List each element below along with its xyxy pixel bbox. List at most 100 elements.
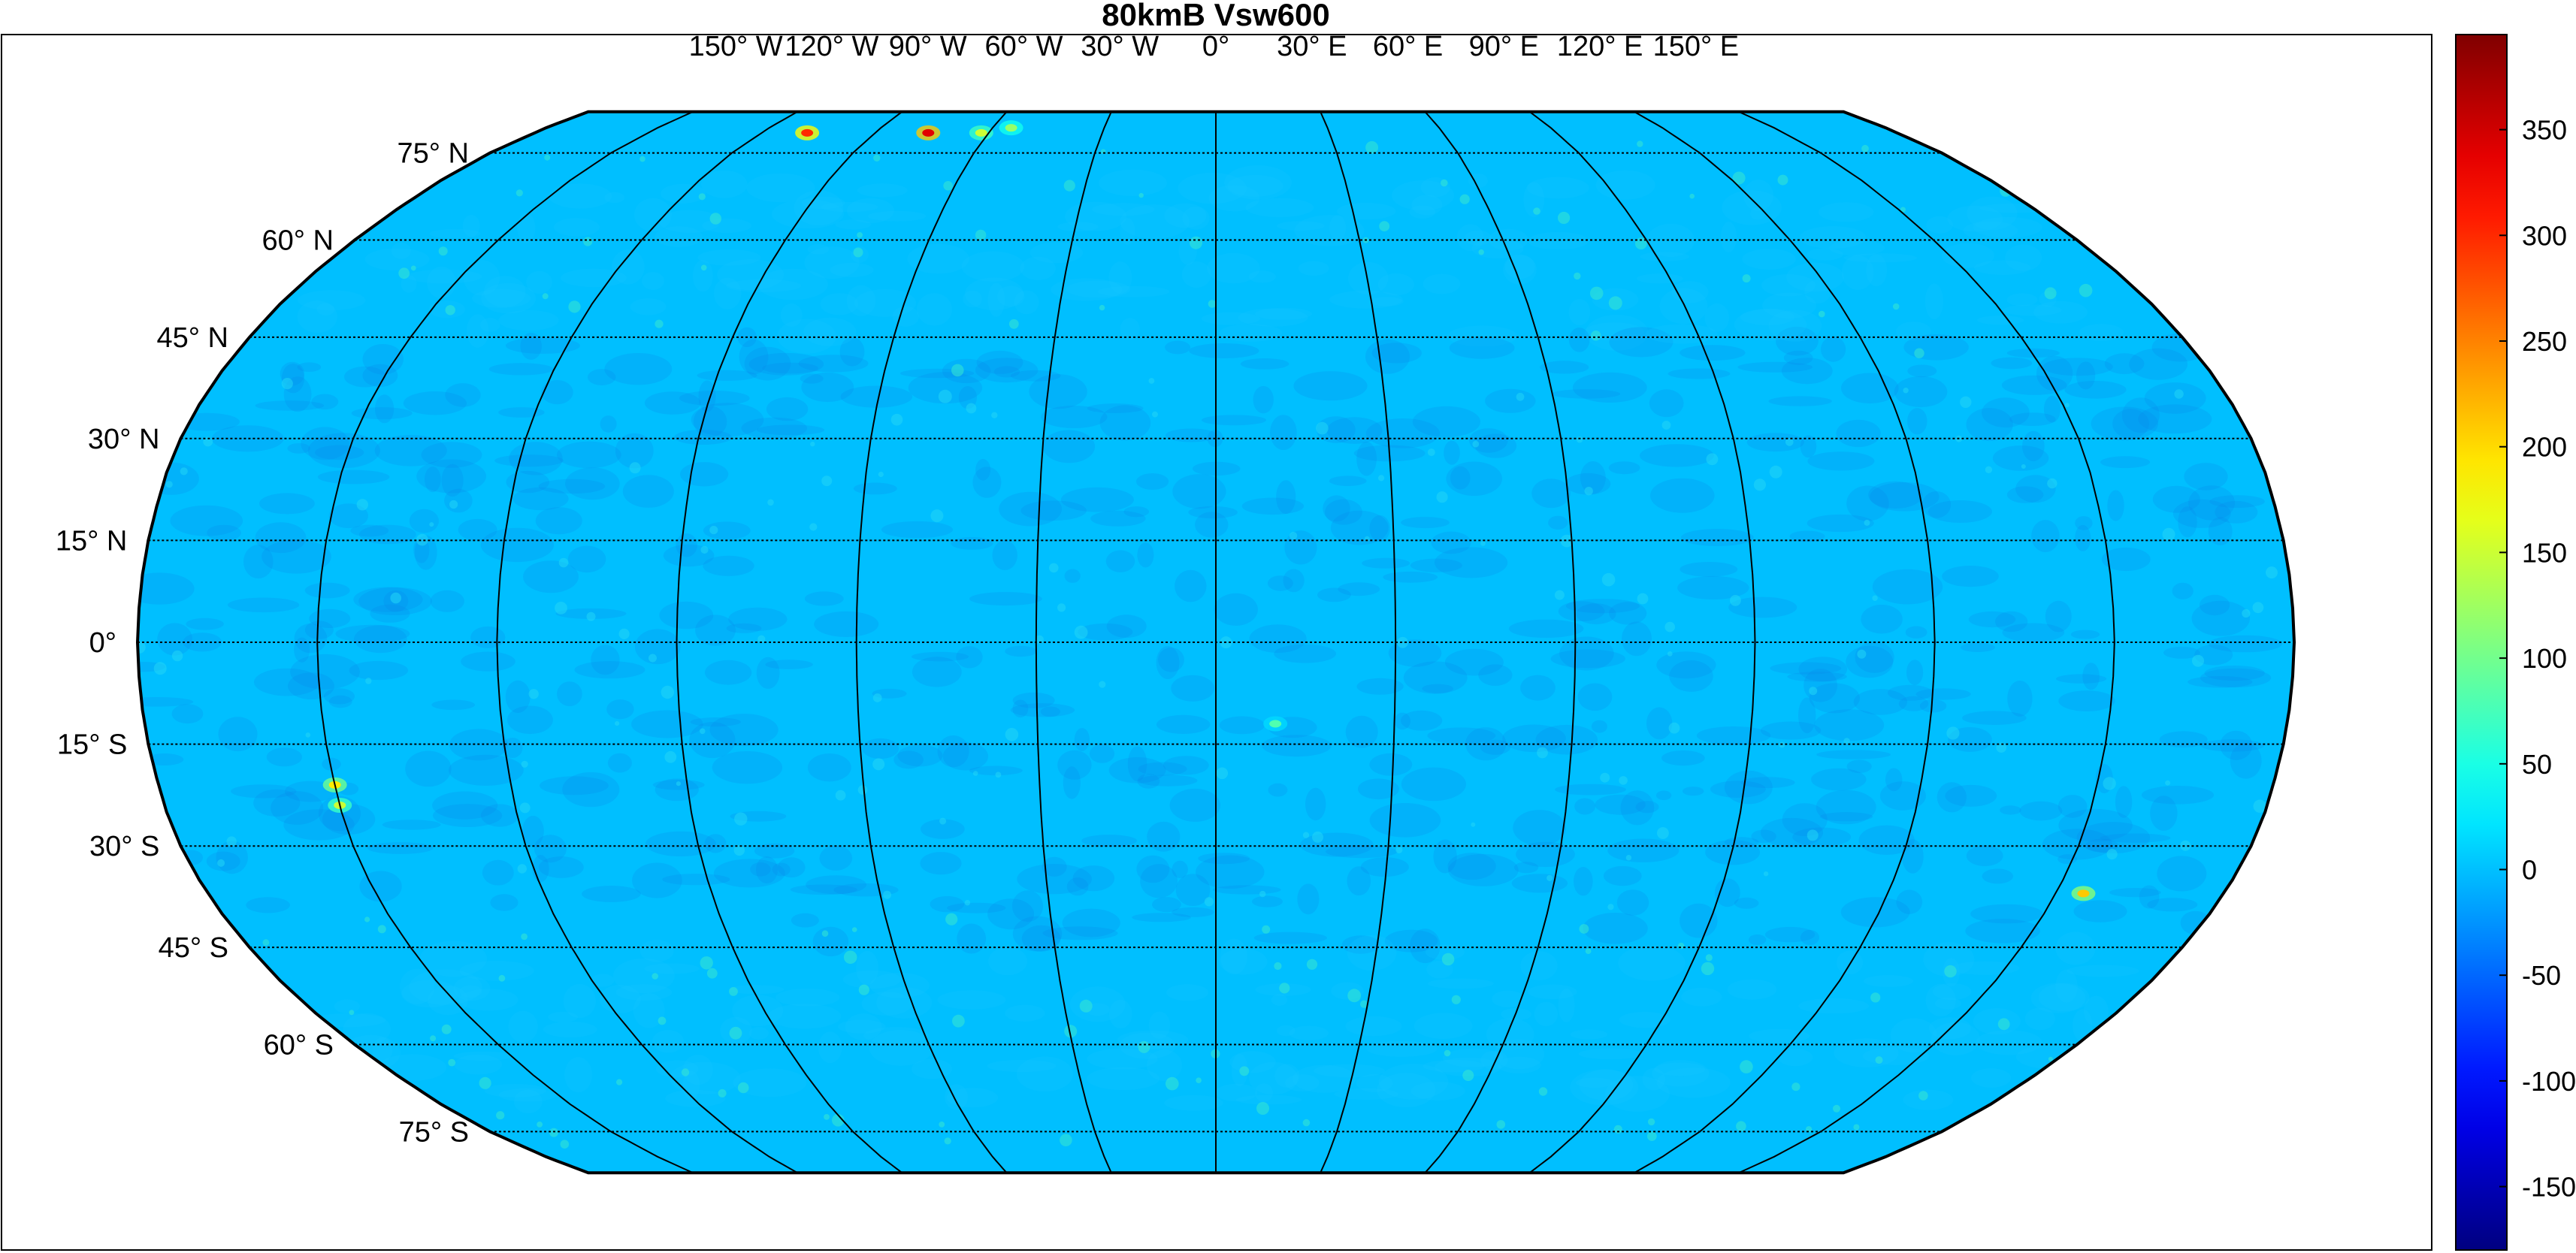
texture-blob (1172, 907, 1214, 917)
texture-blob (1384, 929, 1438, 953)
texture-speck (1657, 827, 1669, 839)
texture-blob (540, 776, 609, 796)
texture-blob (1334, 1088, 1399, 1101)
texture-blob (1106, 614, 1147, 639)
texture-blob (1378, 1064, 1449, 1100)
texture-blob (2067, 965, 2139, 977)
texture-blob (1229, 1051, 1276, 1073)
texture-blob (1347, 934, 1397, 971)
texture-blob (523, 560, 579, 593)
texture-blob (1798, 657, 1848, 682)
meridian-line (1424, 111, 1577, 1173)
texture-speck (1064, 1025, 1078, 1038)
texture-blob (2159, 731, 2208, 748)
texture-speck (853, 247, 863, 258)
texture-speck (555, 602, 567, 614)
texture-blob (1172, 860, 1188, 878)
texture-blob (374, 435, 447, 466)
texture-blob (2091, 406, 2158, 441)
texture-blob (1704, 303, 1730, 332)
texture-blob (322, 757, 341, 771)
texture-blob (1341, 935, 1380, 954)
meridian-line (1528, 111, 1756, 1173)
texture-blob (2073, 1009, 2093, 1042)
texture-blob (1783, 350, 1813, 365)
texture-blob (1241, 497, 1305, 515)
texture-speck (1601, 572, 1616, 587)
field-texture (138, 140, 2283, 1149)
texture-blob (1087, 1048, 1158, 1070)
texture-blob (1502, 724, 1566, 753)
texture-blob (2076, 822, 2151, 853)
texture-blob (255, 522, 307, 554)
texture-speck (2047, 478, 2057, 489)
texture-blob (830, 262, 874, 277)
colorbar-gradient (2455, 34, 2508, 1251)
texture-blob (987, 898, 1035, 930)
texture-blob (912, 651, 969, 662)
texture-blob (2082, 663, 2100, 690)
texture-blob (897, 744, 943, 767)
texture-blob (2009, 412, 2056, 426)
texture-blob (1667, 368, 1731, 379)
texture-blob (937, 735, 969, 768)
texture-blob (1720, 222, 1737, 252)
texture-blob (1640, 252, 1689, 261)
texture-speck (2021, 464, 2026, 469)
texture-blob (765, 660, 813, 669)
texture-blob (701, 170, 748, 198)
texture-blob (804, 591, 844, 606)
texture-blob (863, 1027, 929, 1044)
texture-blob (2005, 244, 2042, 271)
texture-blob (1447, 325, 1518, 347)
texture-blob (1798, 998, 1870, 1014)
texture-blob (606, 699, 634, 720)
texture-speck (1689, 193, 1695, 199)
texture-blob (1156, 646, 1180, 679)
texture-blob (1276, 480, 1296, 515)
texture-blob (861, 992, 912, 1016)
texture-blob (600, 415, 617, 433)
texture-blob (1444, 440, 1460, 465)
globe-outline (135, 110, 2296, 1175)
texture-blob (2191, 600, 2250, 636)
texture-blob (1508, 619, 1584, 639)
meridian-line (1738, 111, 2115, 1173)
texture-speck (1538, 1087, 1548, 1096)
texture-blob (1656, 651, 1716, 679)
texture-blob (1220, 938, 1247, 975)
texture-blob (1565, 599, 1640, 614)
longitude-label: 120° E (1557, 31, 1643, 62)
texture-blob (520, 332, 542, 360)
texture-blob (481, 282, 536, 314)
texture-speck (1619, 776, 1628, 785)
texture-blob (294, 623, 328, 654)
texture-blob (756, 424, 825, 436)
texture-blob (1330, 510, 1389, 545)
longitude-label: 30° E (1277, 31, 1347, 62)
texture-blob (1616, 889, 1649, 916)
texture-blob (1410, 558, 1462, 572)
texture-speck (1625, 855, 1632, 861)
latitude-label: 45° N (157, 322, 228, 354)
texture-blob (1249, 624, 1307, 654)
texture-blob (1894, 376, 1948, 408)
texture-blob (1846, 485, 1889, 521)
texture-speck (676, 781, 682, 787)
texture-speck (858, 984, 869, 995)
texture-speck (1740, 1060, 1753, 1073)
texture-blob (1329, 476, 1367, 486)
texture-blob (1411, 195, 1443, 216)
texture-blob (1196, 855, 1265, 889)
longitude-label: 90° W (889, 31, 967, 62)
texture-blob (532, 855, 549, 883)
texture-blob (1062, 908, 1120, 937)
texture-blob (328, 695, 352, 708)
texture-blob (766, 397, 809, 421)
texture-blob (726, 623, 762, 633)
texture-blob (772, 199, 845, 229)
colorbar-tick-label: -150 (2522, 1172, 2576, 1203)
texture-blob (171, 704, 204, 724)
texture-blob (1081, 835, 1137, 847)
texture-blob (2122, 397, 2160, 433)
